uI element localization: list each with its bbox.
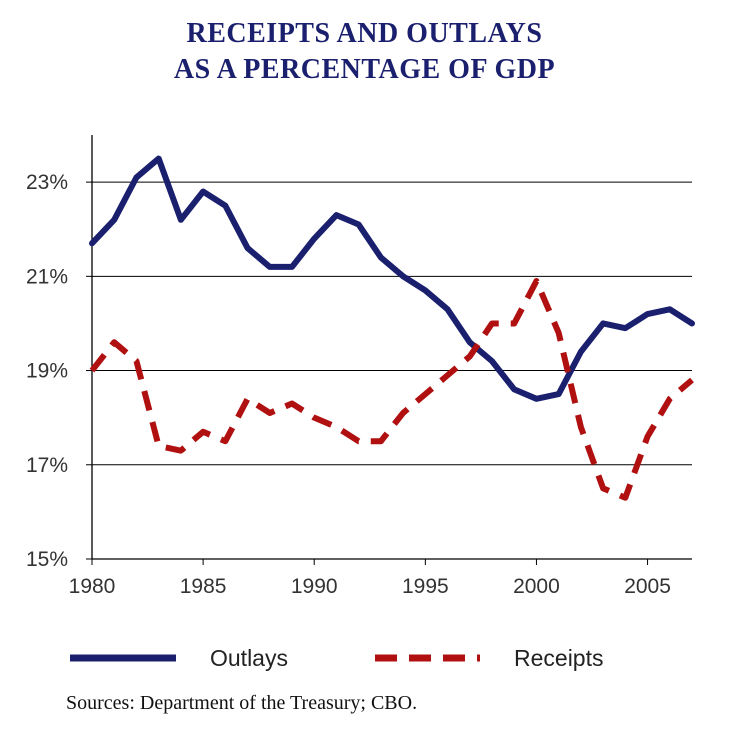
chart-title: RECEIPTS AND OUTLAYS	[186, 18, 543, 49]
x-tick-label: 1995	[402, 575, 449, 598]
y-tick-label: 15%	[26, 548, 68, 571]
x-tick-label: 2000	[513, 575, 560, 598]
series-line-receipts	[89, 278, 694, 501]
source-note: Sources: Department of the Treasury; CBO…	[66, 692, 418, 714]
x-tick-label: 1980	[69, 575, 116, 598]
y-tick-label: 17%	[26, 454, 68, 477]
chart-subtitle: AS A PERCENTAGE OF GDP	[173, 54, 556, 85]
x-tick-label: 2005	[624, 575, 671, 598]
y-tick-label: 21%	[26, 265, 68, 288]
legend-label-outlays: Outlays	[210, 645, 288, 671]
legend-label-receipts: Receipts	[514, 645, 603, 671]
y-tick-label: 23%	[26, 171, 68, 194]
y-tick-label: 19%	[26, 360, 68, 383]
x-tick-label: 1985	[180, 575, 227, 598]
series-line-outlays	[89, 155, 695, 402]
x-tick-label: 1990	[291, 575, 338, 598]
